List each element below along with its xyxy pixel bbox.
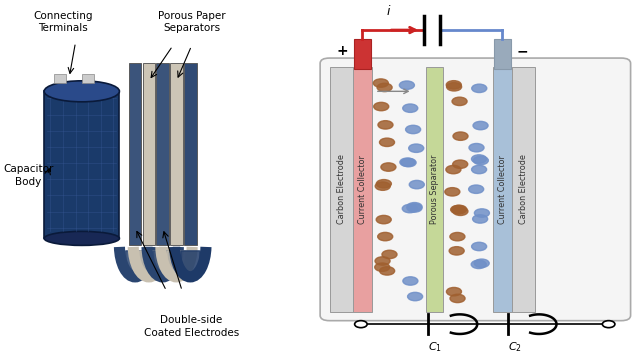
Circle shape [374, 102, 388, 111]
Circle shape [403, 277, 418, 285]
Circle shape [472, 215, 488, 223]
Circle shape [407, 203, 422, 211]
Circle shape [355, 321, 367, 328]
Circle shape [474, 259, 489, 267]
Circle shape [452, 160, 468, 168]
Polygon shape [494, 39, 511, 69]
Circle shape [451, 205, 466, 214]
Polygon shape [125, 251, 145, 277]
Circle shape [375, 182, 390, 190]
Text: Double-side
Coated Electrodes: Double-side Coated Electrodes [144, 315, 239, 338]
Polygon shape [154, 251, 172, 277]
Polygon shape [143, 63, 155, 245]
Text: $C_1$: $C_1$ [428, 340, 442, 354]
Polygon shape [512, 67, 534, 312]
Circle shape [406, 125, 420, 134]
Circle shape [453, 207, 468, 215]
Polygon shape [54, 74, 66, 83]
Circle shape [400, 158, 415, 166]
Polygon shape [353, 67, 372, 312]
Text: +: + [337, 44, 348, 58]
Polygon shape [426, 67, 444, 312]
Polygon shape [82, 74, 94, 83]
Polygon shape [44, 91, 120, 239]
Circle shape [403, 204, 417, 213]
Circle shape [447, 83, 461, 91]
Polygon shape [354, 39, 371, 69]
Circle shape [446, 166, 461, 174]
Circle shape [378, 121, 393, 129]
Ellipse shape [44, 81, 120, 102]
Circle shape [399, 81, 415, 89]
Text: $C_2$: $C_2$ [508, 340, 522, 354]
Polygon shape [181, 251, 200, 277]
Circle shape [377, 83, 392, 91]
Circle shape [409, 144, 424, 152]
Circle shape [450, 232, 465, 241]
Circle shape [450, 294, 465, 303]
Polygon shape [170, 63, 183, 245]
Text: Current Collector: Current Collector [498, 155, 507, 224]
Circle shape [449, 247, 464, 255]
Circle shape [472, 242, 486, 251]
Circle shape [471, 260, 486, 268]
Circle shape [468, 185, 484, 193]
Text: Capacitor
Body: Capacitor Body [3, 164, 54, 187]
Circle shape [445, 188, 460, 196]
Circle shape [380, 138, 394, 147]
Polygon shape [184, 63, 196, 245]
Ellipse shape [44, 231, 120, 245]
Circle shape [453, 132, 468, 140]
Circle shape [382, 250, 397, 258]
Circle shape [446, 81, 461, 89]
Circle shape [409, 180, 424, 189]
Text: Carbon Electrode: Carbon Electrode [337, 155, 346, 224]
Circle shape [403, 104, 418, 112]
Text: Porous Paper
Separators: Porous Paper Separators [157, 11, 225, 33]
Circle shape [474, 209, 490, 217]
Polygon shape [167, 251, 186, 277]
Circle shape [452, 97, 467, 105]
FancyBboxPatch shape [320, 58, 630, 321]
Circle shape [407, 204, 422, 212]
Text: Carbon Electrode: Carbon Electrode [518, 155, 528, 224]
Circle shape [401, 158, 416, 167]
Circle shape [472, 84, 487, 93]
Circle shape [469, 143, 484, 152]
Polygon shape [156, 63, 169, 245]
Text: Porous Separator: Porous Separator [430, 155, 439, 224]
Polygon shape [140, 251, 158, 277]
Text: Connecting
Terminals: Connecting Terminals [33, 11, 93, 33]
Circle shape [375, 257, 390, 265]
Polygon shape [493, 67, 512, 312]
Circle shape [381, 163, 396, 171]
Circle shape [473, 121, 488, 130]
Circle shape [472, 165, 486, 174]
Polygon shape [129, 63, 141, 245]
Text: $i$: $i$ [386, 4, 391, 18]
Circle shape [472, 155, 486, 163]
Circle shape [375, 263, 390, 271]
Circle shape [376, 179, 392, 188]
Circle shape [602, 321, 615, 328]
Circle shape [373, 79, 388, 87]
Circle shape [474, 156, 488, 165]
Circle shape [408, 292, 422, 301]
Circle shape [447, 287, 461, 296]
Circle shape [380, 267, 395, 275]
Polygon shape [330, 67, 353, 312]
Circle shape [376, 215, 391, 224]
Text: −: − [516, 44, 528, 58]
Circle shape [378, 232, 393, 241]
Circle shape [452, 205, 467, 214]
Text: Current Collector: Current Collector [358, 155, 367, 224]
